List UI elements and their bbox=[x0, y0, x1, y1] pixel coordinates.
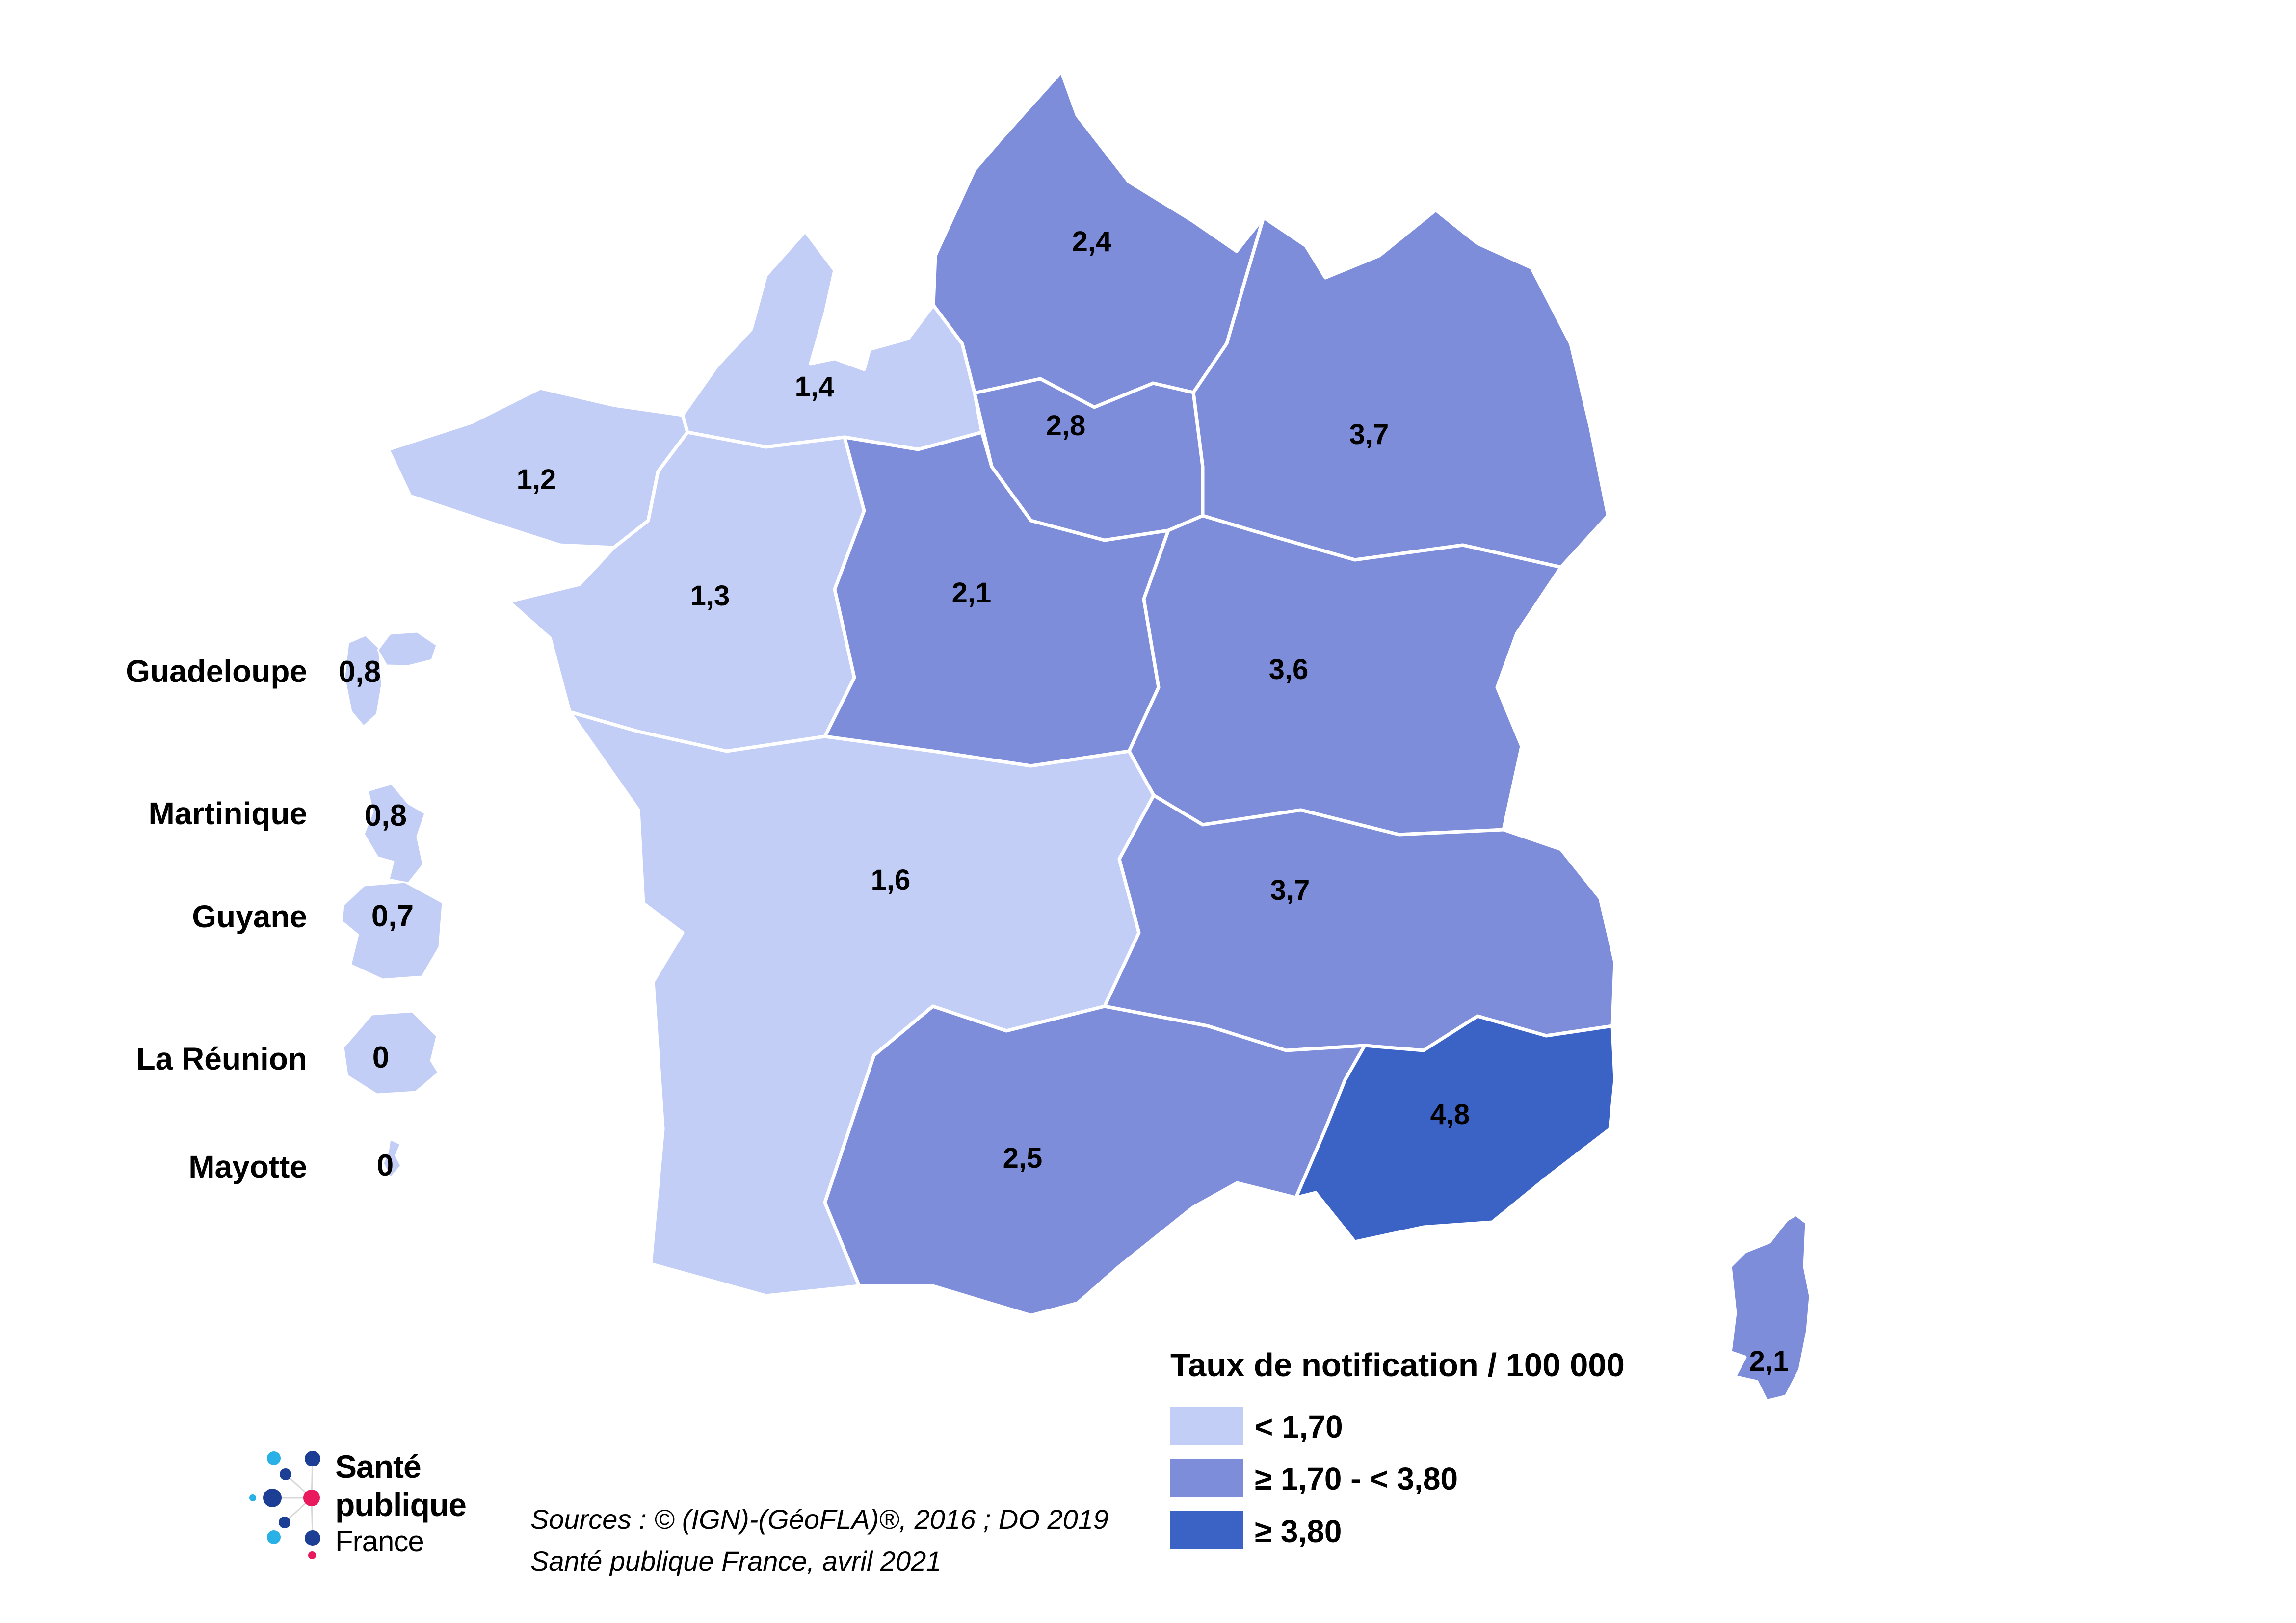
overseas-territories: Guadeloupe 0,8 Martinique 0,8 Guyane 0,7… bbox=[126, 631, 444, 1184]
legend-swatch-low bbox=[1170, 1407, 1243, 1445]
logo-sante-publique-france: Santé publique France bbox=[249, 1448, 467, 1559]
island-guadeloupe-basse-terre bbox=[343, 634, 383, 727]
value-nouvelle-aquitaine: 1,6 bbox=[871, 864, 911, 896]
value-martinique: 0,8 bbox=[365, 799, 407, 833]
value-hauts-de-france: 2,4 bbox=[1072, 226, 1112, 258]
value-guadeloupe: 0,8 bbox=[339, 655, 381, 689]
logo-word-france: France bbox=[335, 1525, 424, 1558]
source-line-1: Sources : © (IGN)-(GéoFLA)®, 2016 ; DO 2… bbox=[530, 1504, 1108, 1535]
value-la-reunion: 0 bbox=[372, 1041, 389, 1074]
overseas-mayotte: Mayotte 0 bbox=[188, 1138, 402, 1184]
island-la-reunion bbox=[343, 1011, 439, 1095]
value-normandie: 1,4 bbox=[795, 371, 835, 403]
island-mayotte bbox=[382, 1138, 402, 1178]
label-martinique: Martinique bbox=[148, 796, 307, 831]
overseas-guadeloupe: Guadeloupe 0,8 bbox=[126, 631, 438, 727]
region-values: 2,4 1,4 2,8 3,7 1,2 1,3 2,1 3,6 1,6 3,7 … bbox=[517, 226, 1789, 1377]
logo-dot-cyan-top bbox=[267, 1451, 281, 1465]
value-bourgogne-franche-comte: 3,6 bbox=[1269, 654, 1309, 685]
label-guyane: Guyane bbox=[192, 899, 307, 934]
legend-label-high: ≥ 3,80 bbox=[1255, 1514, 1342, 1549]
region-provence-alpes-cote-d-azur bbox=[1294, 1014, 1617, 1244]
value-centre-val-de-loire: 2,1 bbox=[952, 577, 992, 609]
legend-label-mid: ≥ 1,70 - < 3,80 bbox=[1255, 1461, 1458, 1496]
overseas-la-reunion: La Réunion 0 bbox=[136, 1011, 439, 1095]
island-guyane bbox=[341, 881, 444, 980]
island-martinique bbox=[363, 783, 426, 884]
label-mayotte: Mayotte bbox=[188, 1149, 307, 1184]
logo-dot-cyan-bottom bbox=[267, 1530, 281, 1544]
logo-dot-pink-center bbox=[303, 1490, 320, 1506]
label-la-reunion: La Réunion bbox=[136, 1041, 307, 1076]
region-bourgogne-franche-comte bbox=[1127, 514, 1563, 837]
island-guadeloupe-grande-terre bbox=[377, 631, 438, 667]
source-line-2: Santé publique France, avril 2021 bbox=[530, 1545, 941, 1576]
logo-dot-navy-bottom bbox=[305, 1530, 320, 1546]
logo-dot-navy-lower bbox=[279, 1517, 290, 1528]
logo-dot-navy-top bbox=[305, 1451, 320, 1466]
mainland-regions bbox=[386, 70, 1813, 1403]
value-pays-de-la-loire: 1,3 bbox=[690, 580, 730, 612]
legend: Taux de notification / 100 000 < 1,70 ≥ … bbox=[1170, 1347, 1625, 1549]
label-guadeloupe: Guadeloupe bbox=[126, 654, 307, 689]
overseas-guyane: Guyane 0,7 bbox=[192, 881, 444, 980]
legend-swatch-high bbox=[1170, 1511, 1243, 1549]
legend-title: Taux de notification / 100 000 bbox=[1170, 1347, 1625, 1384]
logo-word-publique: publique bbox=[335, 1487, 466, 1523]
legend-item-low: < 1,70 bbox=[1170, 1407, 1343, 1445]
value-mayotte: 0 bbox=[377, 1149, 394, 1182]
legend-label-low: < 1,70 bbox=[1255, 1409, 1343, 1444]
value-grand-est: 3,7 bbox=[1349, 419, 1389, 450]
value-ile-de-france: 2,8 bbox=[1046, 410, 1086, 442]
value-occitanie: 2,5 bbox=[1003, 1142, 1043, 1174]
logo-dot-navy-big bbox=[263, 1489, 282, 1507]
region-corse bbox=[1728, 1212, 1813, 1403]
region-grand-est bbox=[1191, 208, 1610, 569]
logo-dot-cyan-tiny bbox=[249, 1494, 256, 1501]
logo-dot-navy-upper bbox=[280, 1468, 291, 1480]
value-guyane: 0,7 bbox=[371, 899, 414, 933]
region-auvergne-rhone-alpes bbox=[1103, 793, 1617, 1052]
legend-item-mid: ≥ 1,70 - < 3,80 bbox=[1170, 1459, 1458, 1497]
logo-dot-pink-tiny bbox=[308, 1551, 316, 1559]
value-auvergne-rhone-alpes: 3,7 bbox=[1270, 874, 1310, 906]
value-corse: 2,1 bbox=[1749, 1345, 1789, 1377]
legend-item-high: ≥ 3,80 bbox=[1170, 1511, 1342, 1549]
region-occitanie bbox=[823, 1004, 1367, 1317]
source-note: Sources : © (IGN)-(GéoFLA)®, 2016 ; DO 2… bbox=[530, 1504, 1108, 1576]
logo-dots bbox=[249, 1451, 320, 1559]
value-bretagne: 1,2 bbox=[517, 464, 556, 496]
logo-word-sante: Santé bbox=[335, 1448, 421, 1485]
legend-swatch-mid bbox=[1170, 1459, 1243, 1497]
value-provence-alpes-cote-d-azur: 4,8 bbox=[1430, 1099, 1470, 1130]
overseas-martinique: Martinique 0,8 bbox=[148, 783, 426, 884]
